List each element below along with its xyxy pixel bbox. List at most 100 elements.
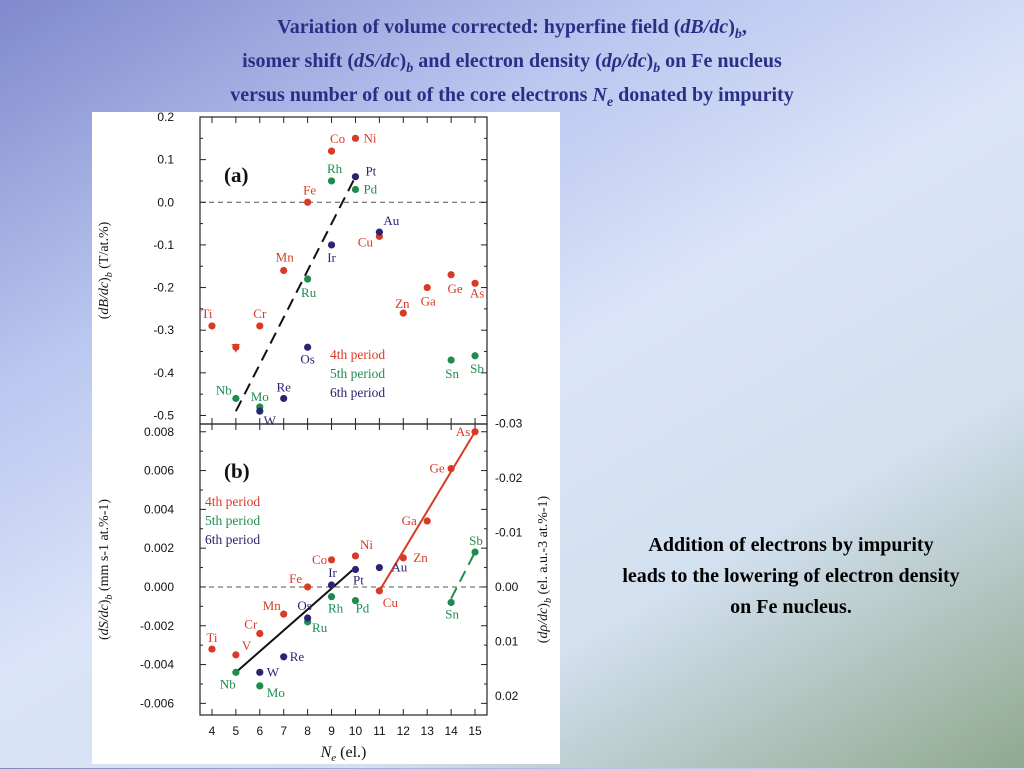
x-tick-label: 15 xyxy=(468,724,482,738)
point-label-ga: Ga xyxy=(421,294,436,309)
point-label-sn: Sn xyxy=(445,366,459,381)
caption: Addition of electrons by impurity leads … xyxy=(568,530,1014,623)
x-tick-label: 9 xyxy=(328,724,335,738)
data-point-sn xyxy=(447,598,455,607)
data-point-os xyxy=(304,343,312,351)
data-point-rh xyxy=(327,177,336,185)
data-point-zn xyxy=(399,309,407,317)
point-label-zn: Zn xyxy=(413,550,428,565)
point-label-au: Au xyxy=(383,213,399,228)
data-point-co xyxy=(327,556,336,564)
y-tick-label: -0.5 xyxy=(153,408,174,422)
right-axis-label: (dρ/dc)b (el. a.u.-3 at.%-1) xyxy=(536,495,554,643)
point-label-cr: Cr xyxy=(244,617,258,632)
plot-frame xyxy=(199,423,488,716)
data-point-w xyxy=(256,668,264,676)
y-tick-label: -0.3 xyxy=(153,323,174,337)
point-label-mo: Mo xyxy=(267,685,285,700)
right-tick-label: -0.03 xyxy=(495,416,523,430)
data-point-ru xyxy=(304,275,312,283)
x-tick-label: 5 xyxy=(233,724,240,738)
x-tick-label: 7 xyxy=(280,724,287,738)
figure-panel: 0.2 0.1 0.0 -0.1 -0.2 -0.3 -0.4 -0.5 Ti V Cr Mn Fe Co… xyxy=(92,110,560,764)
data-point-nb xyxy=(232,668,240,676)
y-tick-label: 0.002 xyxy=(144,541,174,555)
point-label-sb: Sb xyxy=(470,361,484,376)
data-point-ga xyxy=(423,283,431,292)
data-point-v xyxy=(232,651,240,659)
right-tick-label: 0.01 xyxy=(495,634,519,648)
point-label-os: Os xyxy=(297,598,311,613)
data-point-rh xyxy=(327,593,336,601)
x-tick-label: 8 xyxy=(304,724,311,738)
point-label-ga: Ga xyxy=(402,513,417,528)
point-label-as: As xyxy=(456,424,470,439)
data-point-nb xyxy=(232,394,240,403)
data-point-zn xyxy=(399,554,407,562)
point-label-rh: Rh xyxy=(328,601,344,616)
panel-label: (a) xyxy=(224,163,249,187)
point-label-sn: Sn xyxy=(445,606,459,621)
data-point-as xyxy=(471,279,479,287)
data-point-os xyxy=(304,614,312,622)
caption-line: leads to the lowering of electron densit… xyxy=(622,565,960,587)
data-point-ni xyxy=(351,552,360,560)
x-tick-label: 13 xyxy=(421,724,435,738)
point-label-pt: Pt xyxy=(353,573,364,588)
x-tick-label: 6 xyxy=(256,724,263,738)
data-point-cr xyxy=(256,629,264,638)
point-label-co: Co xyxy=(330,131,345,146)
data-point-mn xyxy=(280,266,288,275)
data-point-fe xyxy=(304,198,312,206)
point-label-ti: Ti xyxy=(201,306,212,321)
caption-line: Addition of electrons by impurity xyxy=(648,534,934,556)
title-line: versus number of out of the core electro… xyxy=(230,84,794,110)
y-tick-label: -0.2 xyxy=(153,281,174,295)
right-tick-label: 0.00 xyxy=(495,580,519,594)
legend-entry: 4th period xyxy=(330,347,385,362)
y-tick-label: 0.2 xyxy=(157,112,174,124)
point-label-pd: Pd xyxy=(356,601,370,616)
y-tick-label: -0.1 xyxy=(153,238,174,252)
data-point-pd xyxy=(351,596,360,605)
data-point-mo xyxy=(256,682,264,690)
x-tick-label: 10 xyxy=(349,724,363,738)
point-label-mo: Mo xyxy=(251,389,269,404)
right-tick-label: -0.01 xyxy=(495,525,523,539)
data-point-ti xyxy=(208,645,216,653)
y-tick-label: 0.000 xyxy=(144,580,174,594)
data-point-ni xyxy=(351,134,360,142)
data-point-ge xyxy=(447,271,455,279)
data-point-pt xyxy=(351,565,360,574)
x-axis-label: Ne (el.) xyxy=(320,744,367,764)
data-point-co xyxy=(327,147,336,155)
data-point-fe xyxy=(304,583,312,591)
point-label-rh: Rh xyxy=(327,161,343,176)
y-axis-label: (dB/dc)b (T/at.%) xyxy=(97,221,115,319)
data-point-ge xyxy=(447,465,455,473)
point-label-re: Re xyxy=(276,379,291,394)
legend-entry: 6th period xyxy=(330,385,385,400)
point-label-nb: Nb xyxy=(220,676,236,691)
slide-title: Variation of volume corrected: hyperfine… xyxy=(0,14,1024,116)
y-tick-label: 0.006 xyxy=(144,464,174,478)
right-tick-label: -0.02 xyxy=(495,471,523,485)
point-label-au: Au xyxy=(391,560,407,575)
point-label-w: W xyxy=(267,664,280,679)
x-tick-label: 14 xyxy=(444,724,458,738)
legend-entry: 6th period xyxy=(205,532,260,547)
title-line: Variation of volume corrected: hyperfine… xyxy=(277,16,747,42)
data-point-as xyxy=(471,428,479,436)
point-label-co: Co xyxy=(312,552,327,567)
data-point-ga xyxy=(423,517,431,525)
point-label-ir: Ir xyxy=(327,250,336,265)
data-point-ti xyxy=(208,322,216,330)
point-label-ru: Ru xyxy=(301,285,317,300)
point-label-ti: Ti xyxy=(206,630,217,645)
point-label-zn: Zn xyxy=(395,296,410,311)
point-label-fe: Fe xyxy=(303,182,316,197)
point-label-cr: Cr xyxy=(253,306,267,321)
data-point-au xyxy=(375,563,383,572)
data-point-cu xyxy=(375,587,383,595)
y-tick-label: -0.006 xyxy=(140,696,174,710)
